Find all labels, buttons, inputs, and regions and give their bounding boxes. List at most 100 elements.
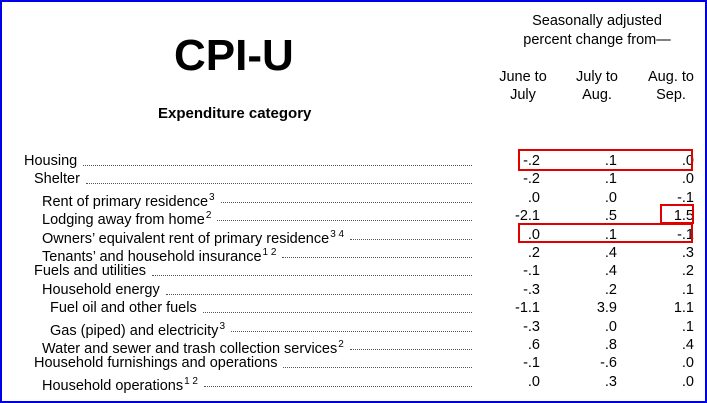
row-label: Tenants’ and household insurance1 2 [42, 244, 276, 266]
row-label-text: Lodging away from home [42, 212, 205, 229]
column-group-line-1: Seasonally adjusted [532, 13, 662, 29]
row-label-text: Fuels and utilities [34, 263, 147, 280]
table-row: Household furnishings and operations -.1 -… [2, 354, 705, 372]
table-cell-value: -1.1 [515, 300, 540, 317]
row-label-text: Rent of primary residence [42, 193, 209, 210]
row-label: Housing [24, 152, 77, 170]
expenditure-category-heading: Expenditure category [158, 105, 312, 122]
highlight-box-owners-rent [518, 223, 693, 243]
table-cell-value: -.1 [523, 263, 540, 280]
column-header-line: Aug. to [648, 69, 694, 85]
table-cell-value: .2 [604, 281, 617, 298]
dot-leader [350, 238, 472, 240]
row-label: Fuel oil and other fuels [50, 299, 197, 317]
row-label: Gas (piped) and electricity3 [50, 318, 225, 340]
dot-leader [152, 275, 472, 277]
column-header-aug-sep: Aug. to Sep. [636, 68, 706, 104]
table-cell-value: -.2 [523, 171, 540, 188]
table-cell-value: -.3 [523, 318, 540, 335]
row-label: Lodging away from home2 [42, 207, 211, 229]
row-label-text: Owners’ equivalent rent of primary resid… [42, 230, 330, 247]
table-row: Fuels and utilities -.1 .4 .2 [2, 262, 705, 280]
footnote-reference: 2 [205, 210, 212, 222]
table-cell-value: .3 [681, 244, 694, 261]
row-label-text: Tenants’ and household insurance [42, 248, 262, 265]
table-row: Gas (piped) and electricity3 -.3 .0 .1 [2, 318, 705, 339]
column-header-line: July to [576, 69, 618, 85]
table-cell-value: .0 [527, 189, 540, 206]
dot-leader [221, 201, 472, 203]
column-group-line-2: percent change from— [523, 32, 671, 48]
footnote-reference: 3 [219, 320, 225, 332]
table-cell-value: 3.9 [596, 300, 617, 317]
row-label: Shelter [34, 170, 80, 188]
row-label: Fuels and utilities [34, 262, 146, 280]
table-cell-value: .5 [604, 208, 617, 225]
table-cell-value: .8 [604, 336, 617, 353]
row-label-text: Household operations [42, 377, 184, 394]
table-cell-value: .3 [604, 373, 617, 390]
table-cell-value: .0 [604, 318, 617, 335]
table-cell-value: -.6 [600, 355, 617, 372]
table-cell-value: .4 [681, 336, 694, 353]
table-cell-value: .0 [681, 373, 694, 390]
table-row: Fuel oil and other fuels -1.1 3.9 1.1 [2, 299, 705, 317]
page-title: CPI-U [174, 31, 294, 80]
table-row: Household energy -.3 .2 .1 [2, 281, 705, 299]
row-label: Owners’ equivalent rent of primary resid… [42, 226, 344, 248]
row-label-text: Fuel oil and other fuels [50, 300, 197, 317]
column-group-heading: Seasonally adjusted percent change from— [492, 12, 702, 50]
table-cell-value: .0 [681, 355, 694, 372]
table-cell-value: .1 [604, 171, 617, 188]
table-row: Housing -.2 .1 .0 [2, 152, 705, 170]
column-header-line: June to [499, 69, 547, 85]
table-cell-value: .4 [604, 263, 617, 280]
table-cell-value: -.2 [523, 153, 540, 169]
dot-leader [217, 220, 472, 222]
table-body: Housing -.2 .1 .0 Shelter -.2 .1 .0 Rent of prim… [2, 152, 705, 394]
footnote-reference: 1 2 [262, 246, 277, 258]
table-cell-value: .1 [681, 281, 694, 298]
column-header-june-july: June to July [488, 68, 558, 104]
table-row: Owners’ equivalent rent of primary resid… [2, 226, 705, 247]
row-label: Household energy [42, 281, 160, 299]
row-label: Rent of primary residence3 [42, 189, 215, 211]
table-cell-value: -.3 [523, 281, 540, 298]
row-label-text: Household energy [42, 281, 160, 298]
dot-leader [282, 256, 472, 258]
table-cell-value: 1.1 [673, 300, 694, 317]
column-header-line: Sep. [656, 87, 686, 103]
row-label: Household furnishings and operations [34, 354, 277, 372]
table-cell-value: .1 [681, 318, 694, 335]
footnote-reference: 3 4 [330, 228, 345, 240]
row-label-text: Gas (piped) and electricity [50, 322, 219, 339]
row-label: Household operations1 2 [42, 373, 198, 395]
table-cell-value: -.1 [523, 355, 540, 372]
column-header-july-aug: July to Aug. [562, 68, 632, 104]
highlight-box-lodging-sep [660, 204, 694, 224]
table-row: Water and sewer and trash collection ser… [2, 336, 705, 357]
table-row: Tenants’ and household insurance1 2 .2 .4.… [2, 244, 705, 265]
highlight-box-housing [518, 149, 693, 171]
table-row: Lodging away from home2 -2.1 .5 1.5 [2, 207, 705, 228]
footnote-reference: 3 [209, 191, 215, 203]
row-label-text: Shelter [34, 171, 80, 188]
table-row: Rent of primary residence3 .0 .0 -.1 [2, 189, 705, 210]
row-label-text: Household furnishings and operations [34, 355, 278, 372]
row-label: Water and sewer and trash collection ser… [42, 336, 344, 358]
row-label-text: Housing [24, 153, 78, 169]
footnote-reference: 2 [338, 338, 344, 350]
table-cell-value: -2.1 [515, 208, 540, 225]
table-cell-value: 1.5 [673, 208, 694, 225]
dot-leader [203, 312, 472, 314]
column-header-line: Aug. [582, 87, 612, 103]
table-cell-value: .6 [527, 336, 540, 353]
dot-leader [283, 367, 472, 369]
table-cell-value: -.1 [677, 226, 694, 243]
table-cell-value: .0 [681, 171, 694, 188]
dot-leader [350, 348, 472, 350]
table-cell-value: .1 [604, 153, 617, 169]
table-cell-value: .4 [604, 244, 617, 261]
footnote-reference: 1 2 [184, 375, 198, 387]
